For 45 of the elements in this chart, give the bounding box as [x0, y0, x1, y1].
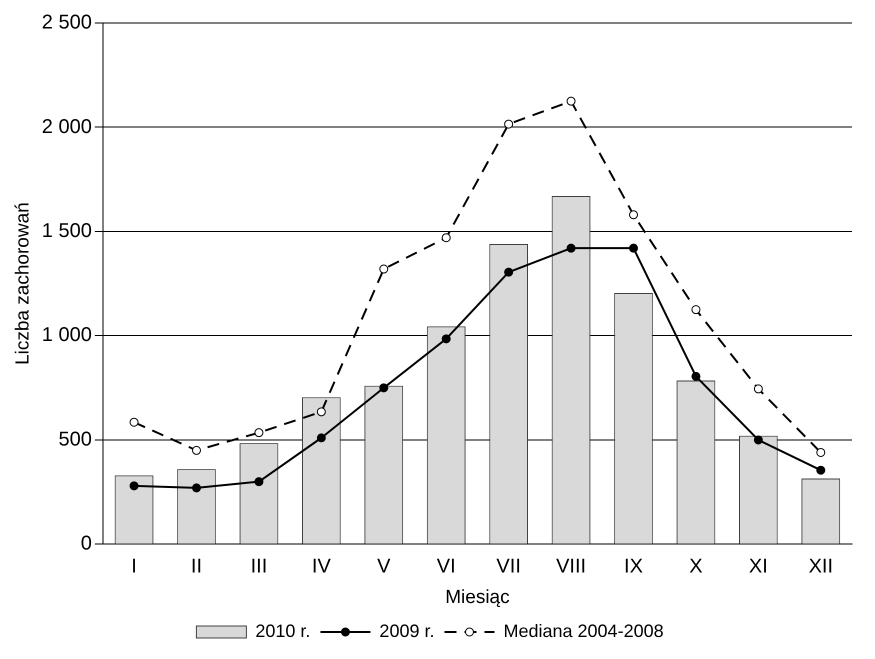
x-tick-label: VIII [556, 556, 586, 578]
y-tick-label: 2 500 [42, 12, 92, 34]
point [254, 477, 264, 486]
point [442, 233, 451, 242]
y-tick-label: 1 500 [42, 220, 92, 242]
x-tick-label: V [377, 556, 392, 578]
point [566, 96, 576, 106]
y-tick-label: 2 000 [42, 116, 92, 138]
x-tick-label: III [250, 556, 268, 578]
y-tick-label: 1 000 [42, 324, 92, 346]
x-axis-title: Miesiąc [445, 586, 510, 608]
x-tick-label: X [689, 556, 703, 578]
point [442, 334, 451, 344]
point [691, 372, 700, 381]
x-tick-label: II [190, 556, 202, 578]
point [691, 305, 700, 314]
point [130, 418, 139, 427]
point [316, 407, 326, 416]
y-tick-label: 500 [58, 428, 92, 450]
point [754, 384, 763, 394]
point [254, 428, 264, 438]
point [816, 466, 826, 475]
y-axis-title: Liczba zachorowań [12, 202, 34, 365]
point [379, 383, 388, 392]
legend-label: 2010 r. [255, 620, 310, 641]
y-tick-label: 0 [80, 532, 92, 555]
point [816, 448, 826, 457]
point [628, 210, 638, 220]
legend-label: 2009 r. [379, 620, 434, 641]
x-tick-label: I [131, 556, 137, 578]
point [566, 244, 576, 253]
x-tick-label: XII [808, 556, 834, 578]
x-tick-label: IV [312, 556, 332, 578]
point [192, 446, 201, 455]
point [316, 433, 326, 442]
point [130, 481, 139, 490]
legend-label: Mediana 2004-2008 [503, 620, 664, 641]
point [504, 268, 514, 277]
x-tick-label: IX [624, 556, 643, 578]
point [754, 435, 763, 444]
x-tick-label: VI [436, 556, 456, 578]
point [192, 483, 201, 492]
x-tick-label: VII [496, 556, 521, 578]
x-tick-label: XI [748, 556, 768, 578]
point [628, 244, 638, 253]
